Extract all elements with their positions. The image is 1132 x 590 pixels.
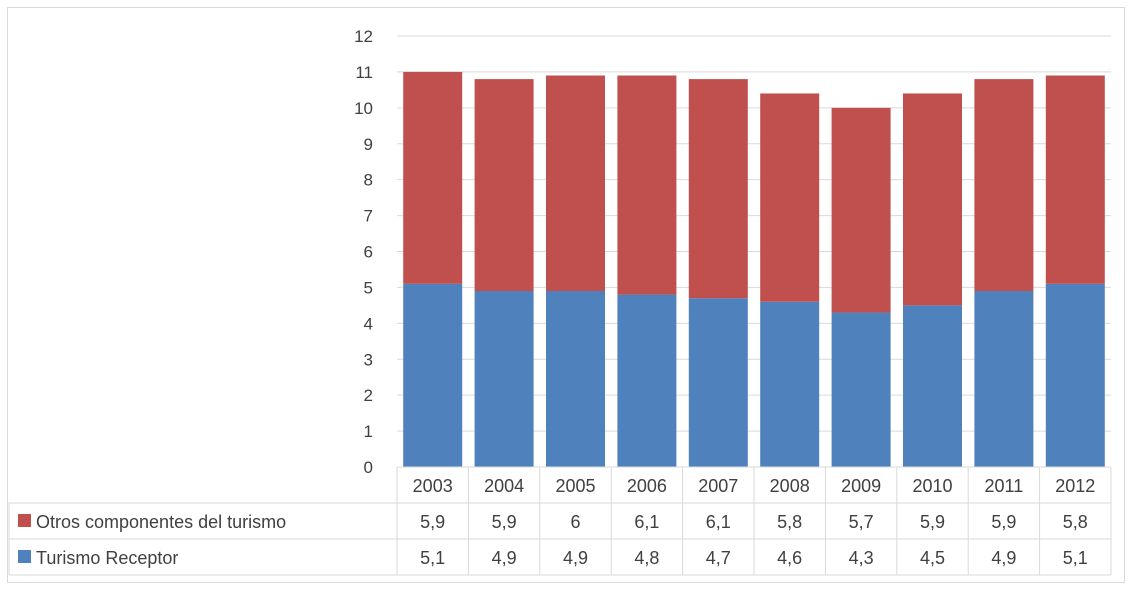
bar-segment (1046, 284, 1105, 467)
bar-segment (903, 305, 962, 467)
data-value-label: 5,8 (777, 512, 802, 532)
data-value-label: 6 (570, 512, 580, 532)
x-category-label: 2003 (413, 476, 453, 496)
x-category-label: 2008 (770, 476, 810, 496)
y-tick-label: 8 (364, 171, 373, 190)
bar-segment (760, 302, 819, 467)
data-value-label: 4,9 (492, 548, 517, 568)
data-value-label: 4,6 (777, 548, 802, 568)
x-category-label: 2010 (912, 476, 952, 496)
x-category-label: 2012 (1055, 476, 1095, 496)
legend-series-name: Turismo Receptor (36, 548, 178, 568)
y-tick-label: 12 (354, 27, 373, 46)
legend-series-name: Otros componentes del turismo (36, 512, 286, 532)
y-tick-label: 1 (364, 422, 373, 441)
data-value-label: 5,1 (1063, 548, 1088, 568)
x-category-label: 2004 (484, 476, 524, 496)
data-value-label: 5,7 (849, 512, 874, 532)
x-category-label: 2009 (841, 476, 881, 496)
data-value-label: 5,9 (492, 512, 517, 532)
data-value-label: 4,3 (849, 548, 874, 568)
y-tick-label: 2 (364, 386, 373, 405)
y-tick-label: 11 (355, 63, 373, 82)
bar-segment (974, 291, 1033, 467)
data-value-label: 5,9 (991, 512, 1016, 532)
y-tick-label: 7 (364, 207, 373, 226)
y-tick-label: 5 (364, 278, 373, 297)
bar-segment (617, 76, 676, 295)
data-value-label: 5,1 (420, 548, 445, 568)
y-tick-label: 4 (364, 314, 373, 333)
data-value-label: 6,1 (634, 512, 659, 532)
x-category-label: 2007 (698, 476, 738, 496)
bar-segment (832, 313, 891, 467)
y-tick-label: 9 (364, 135, 373, 154)
data-value-label: 5,9 (920, 512, 945, 532)
bar-segment (689, 298, 748, 467)
bar-segment (760, 93, 819, 301)
y-tick-label: 6 (364, 243, 373, 262)
legend-swatch (18, 514, 31, 527)
bar-segment (475, 79, 534, 291)
x-category-label: 2005 (555, 476, 595, 496)
bar-segment (689, 79, 748, 298)
data-value-label: 6,1 (706, 512, 731, 532)
data-value-label: 5,8 (1063, 512, 1088, 532)
data-value-label: 4,8 (634, 548, 659, 568)
y-tick-label: 0 (364, 458, 373, 477)
y-tick-label: 10 (354, 99, 373, 118)
x-category-label: 2006 (627, 476, 667, 496)
bar-segment (475, 291, 534, 467)
bar-segment (617, 295, 676, 467)
x-category-label: 2011 (985, 476, 1024, 496)
data-value-label: 5,9 (420, 512, 445, 532)
data-value-label: 4,5 (920, 548, 945, 568)
bar-segment (403, 72, 462, 284)
bar-segment (546, 291, 605, 467)
data-value-label: 4,7 (706, 548, 731, 568)
data-value-label: 4,9 (991, 548, 1016, 568)
bar-segment (832, 108, 891, 313)
legend-swatch (18, 550, 31, 563)
y-tick-label: 3 (364, 350, 373, 369)
bar-segment (1046, 76, 1105, 284)
bar-segment (546, 76, 605, 292)
bar-segment (974, 79, 1033, 291)
bars (403, 72, 1105, 467)
bar-segment (903, 93, 962, 305)
data-value-label: 4,9 (563, 548, 588, 568)
bar-segment (403, 284, 462, 467)
data-table: 2003 2004 2005 2006 2007 2008 2009 2010 2011 2012… (9, 467, 1111, 575)
